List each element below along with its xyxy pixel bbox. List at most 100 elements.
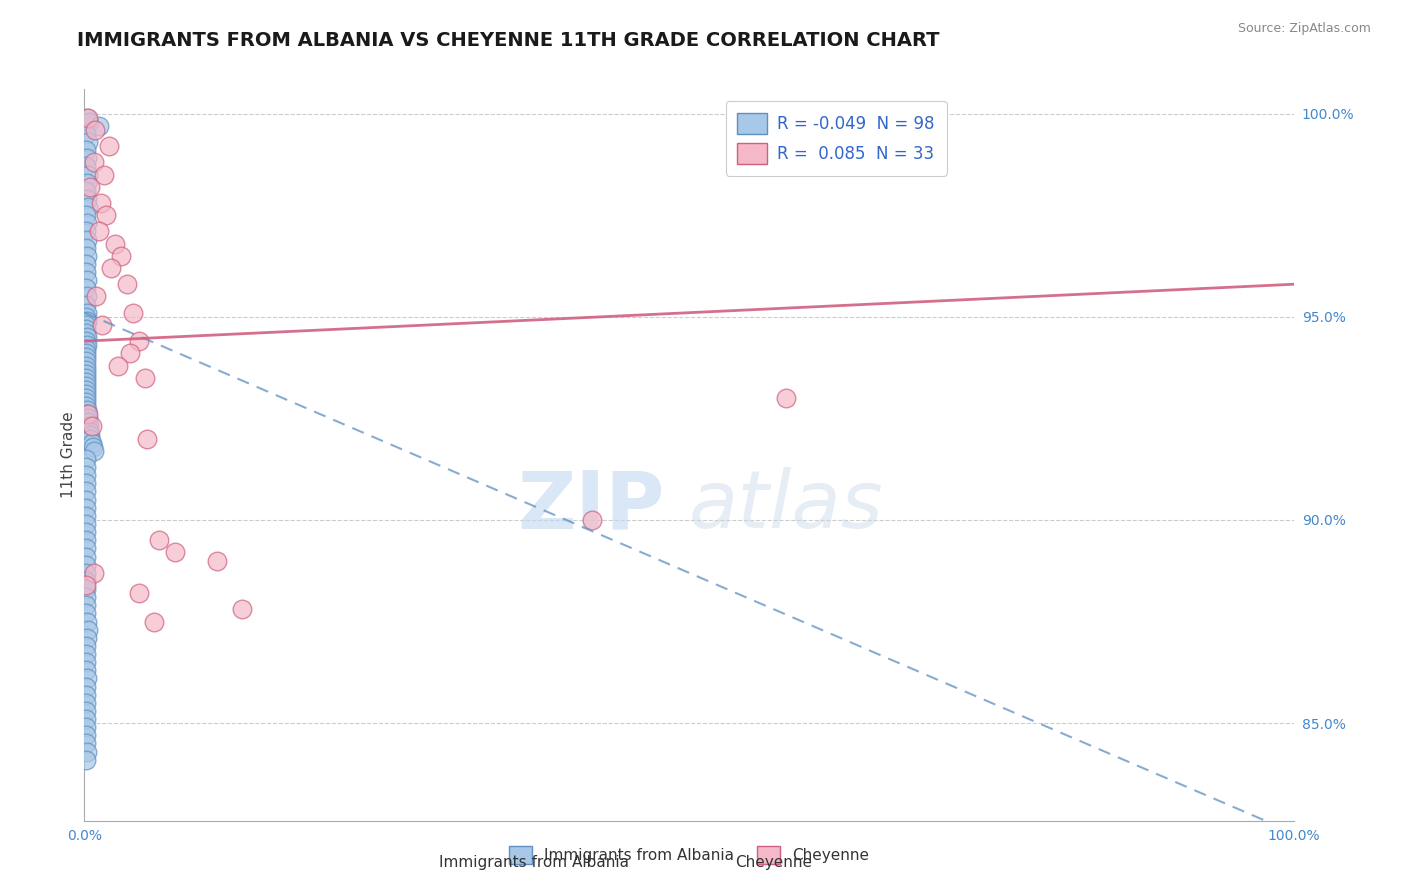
Point xyxy=(77,135,100,149)
Point xyxy=(75,549,97,564)
Point xyxy=(76,216,98,230)
Point xyxy=(76,192,98,206)
Point xyxy=(75,753,97,767)
Point xyxy=(165,545,187,559)
Point xyxy=(120,346,142,360)
Point xyxy=(76,151,98,165)
Point xyxy=(75,322,97,336)
Point xyxy=(75,143,97,157)
Point xyxy=(75,399,97,413)
Point xyxy=(75,395,97,409)
Point xyxy=(75,484,97,499)
Point xyxy=(77,411,100,425)
Point xyxy=(93,168,115,182)
Point xyxy=(77,407,100,421)
Point xyxy=(107,359,129,373)
Point xyxy=(76,403,98,417)
Point xyxy=(75,688,97,702)
Point xyxy=(87,119,110,133)
Text: Source: ZipAtlas.com: Source: ZipAtlas.com xyxy=(1237,22,1371,36)
Legend: Immigrants from Albania, Cheyenne: Immigrants from Albania, Cheyenne xyxy=(501,838,877,871)
Point xyxy=(115,277,138,292)
Point xyxy=(90,196,112,211)
Point xyxy=(87,224,110,238)
Point xyxy=(75,599,97,613)
Point xyxy=(75,533,97,548)
Point xyxy=(76,306,98,320)
Point xyxy=(75,712,97,726)
Point xyxy=(75,655,97,669)
Point xyxy=(75,728,97,742)
Point xyxy=(76,407,98,421)
Point xyxy=(75,387,97,401)
Point xyxy=(76,111,98,125)
Point xyxy=(75,354,97,368)
Point xyxy=(77,416,100,430)
Point xyxy=(75,257,97,271)
Point xyxy=(75,558,97,572)
Point xyxy=(75,343,97,357)
Point xyxy=(76,289,98,303)
Point xyxy=(75,508,97,523)
Point xyxy=(97,139,120,153)
Point xyxy=(75,736,97,750)
Point xyxy=(75,184,97,198)
Point xyxy=(75,391,97,405)
Point xyxy=(100,260,122,275)
Point xyxy=(75,720,97,734)
Point xyxy=(75,516,97,531)
Point xyxy=(104,236,127,251)
Point xyxy=(75,362,97,376)
Point xyxy=(75,160,97,174)
Point xyxy=(76,233,98,247)
Point xyxy=(76,672,98,686)
Point xyxy=(75,704,97,718)
Point xyxy=(581,513,603,527)
Point xyxy=(76,330,98,344)
Point xyxy=(86,289,108,303)
Point xyxy=(75,541,97,556)
Point xyxy=(75,370,97,384)
Point xyxy=(75,590,97,604)
Point xyxy=(77,623,100,637)
Point xyxy=(77,424,100,438)
Point xyxy=(75,492,97,507)
Point xyxy=(77,419,100,434)
Point xyxy=(75,525,97,540)
Point xyxy=(75,574,97,588)
Point xyxy=(207,553,229,567)
Point xyxy=(79,427,101,442)
Point xyxy=(128,586,150,600)
Point xyxy=(75,566,97,580)
Point xyxy=(83,155,105,169)
Point xyxy=(80,419,103,434)
Point xyxy=(75,460,97,475)
Point xyxy=(83,443,105,458)
Point xyxy=(75,696,97,710)
Text: Immigrants from Albania: Immigrants from Albania xyxy=(439,855,630,870)
Point xyxy=(75,468,97,483)
Point xyxy=(75,647,97,661)
Point xyxy=(82,440,104,454)
Point xyxy=(80,435,103,450)
Point xyxy=(75,281,97,295)
Point xyxy=(77,168,100,182)
Point xyxy=(94,208,117,222)
Point xyxy=(75,265,97,279)
Point xyxy=(75,208,97,222)
Point xyxy=(75,359,97,373)
Point xyxy=(76,631,98,645)
Point xyxy=(75,452,97,467)
Point xyxy=(77,114,100,128)
Point xyxy=(231,602,253,616)
Point xyxy=(75,334,97,348)
Point xyxy=(75,375,97,389)
Text: atlas: atlas xyxy=(689,467,884,545)
Text: IMMIGRANTS FROM ALBANIA VS CHEYENNE 11TH GRADE CORRELATION CHART: IMMIGRANTS FROM ALBANIA VS CHEYENNE 11TH… xyxy=(77,31,939,50)
Point xyxy=(75,476,97,491)
Point xyxy=(79,179,101,194)
Point xyxy=(75,383,97,397)
Point xyxy=(75,346,97,360)
Point xyxy=(136,432,159,446)
Point xyxy=(75,318,97,332)
